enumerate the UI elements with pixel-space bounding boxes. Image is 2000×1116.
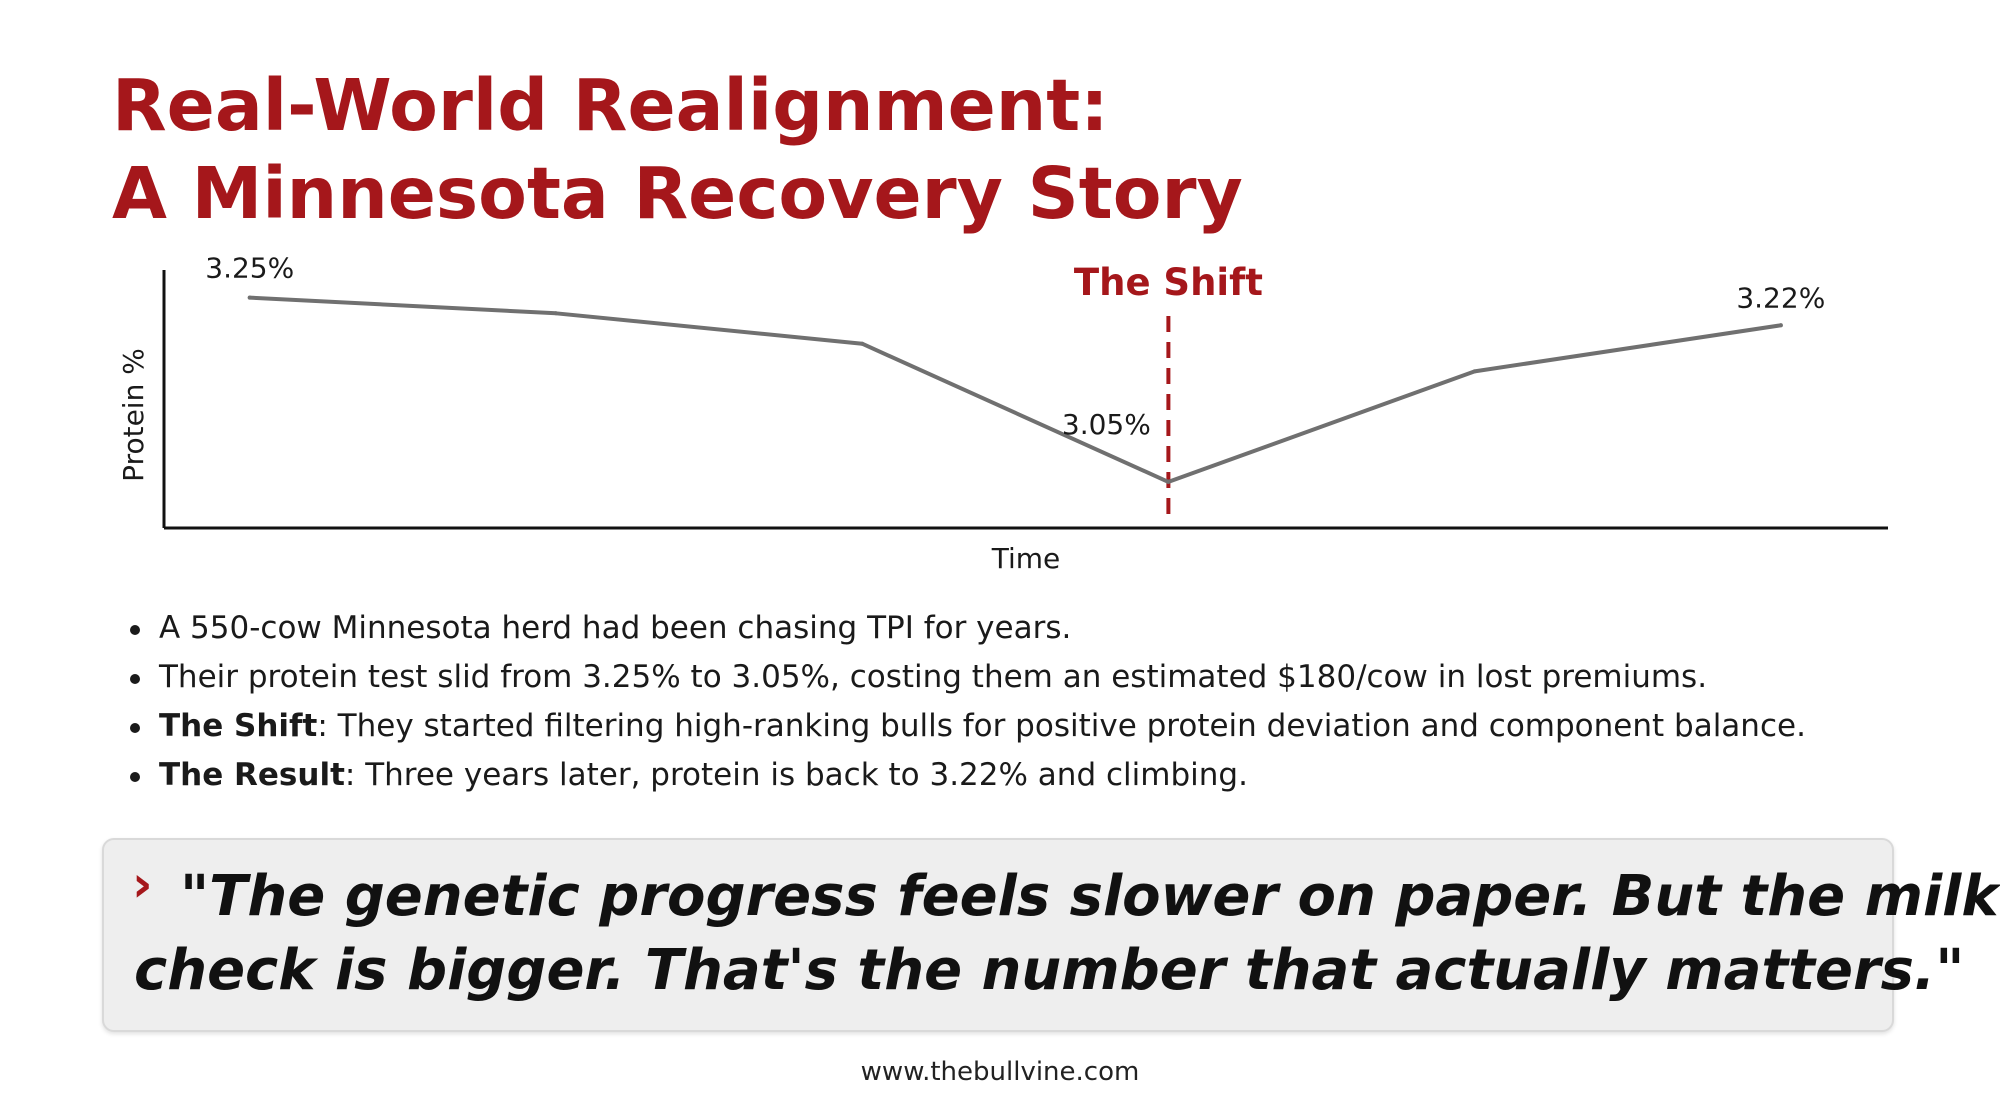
data-point-1 <box>554 311 558 315</box>
footer-url: www.thebullvine.com <box>0 1056 2000 1088</box>
data-label-3: 3.05% <box>1062 408 1151 441</box>
bullet-shift-label: The Shift <box>159 708 317 744</box>
data-label-5: 3.22% <box>1736 281 1825 314</box>
bullet-herd: A 550-cow Minnesota herd had been chasin… <box>130 604 1990 653</box>
quote-box: › "The genetic progress feels slower on … <box>102 838 1894 1032</box>
data-point-5 <box>1779 323 1783 327</box>
quote-line-2: check is bigger. That's the number that … <box>134 934 1874 1008</box>
bullet-result-label: The Result <box>159 757 345 793</box>
bullet-protein-slide: Their protein test slid from 3.25% to 3.… <box>130 653 1990 702</box>
bullet-result-text: : Three years later, protein is back to … <box>345 757 1248 793</box>
quote-text: "The genetic progress feels slower on pa… <box>134 860 1874 1008</box>
data-label-0: 3.25% <box>205 252 294 285</box>
bullet-shift: The Shift: They started filtering high-r… <box>130 702 1990 751</box>
quote-line-1: "The genetic progress feels slower on pa… <box>134 860 1874 934</box>
series-line-0 <box>250 298 1781 482</box>
story-bullets: A 550-cow Minnesota herd had been chasin… <box>130 604 1990 800</box>
data-point-4 <box>1473 369 1477 373</box>
data-point-2 <box>860 342 864 346</box>
data-point-3 <box>1166 480 1170 484</box>
protein-line-chart: Time Protein % The Shift 3.25% 3.05% 3.22% <box>0 0 2000 600</box>
bullet-result: The Result: Three years later, protein i… <box>130 751 1990 800</box>
y-axis-label: Protein % <box>117 348 150 482</box>
data-point-0 <box>248 296 252 300</box>
shift-annotation-label: The Shift <box>1074 261 1263 304</box>
bullet-shift-text: : They started filtering high-ranking bu… <box>317 708 1806 744</box>
x-axis-label: Time <box>991 542 1061 575</box>
bullet-herd-text: A 550-cow Minnesota herd had been chasin… <box>159 610 1071 646</box>
bullet-protein-slide-text: Their protein test slid from 3.25% to 3.… <box>159 659 1707 695</box>
